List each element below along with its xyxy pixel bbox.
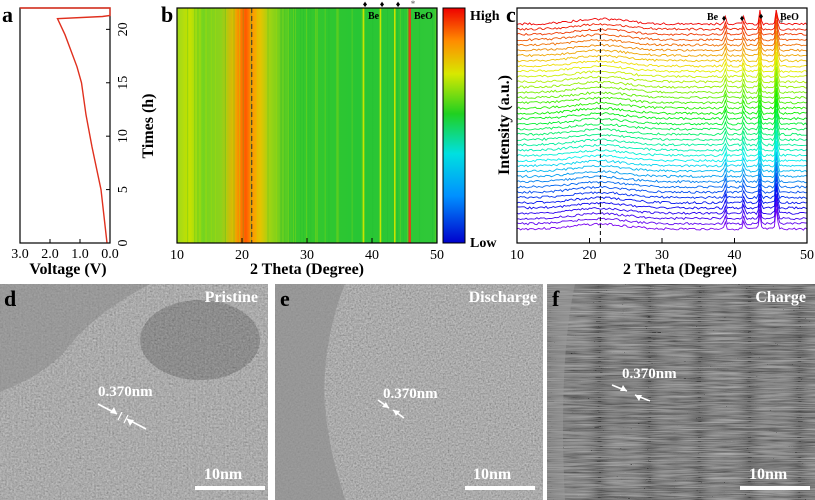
panel-d-title: Pristine xyxy=(205,289,258,306)
c-be-marker-1: ♦ xyxy=(722,13,727,23)
panel-c-label: c xyxy=(506,2,516,27)
panel-a-frame xyxy=(20,8,110,243)
b-xtick-label: 50 xyxy=(430,248,444,263)
panel-b: b 10 20 30 40 50 2 Theta (Degree) ♦ ♦ ♦ * Be… xyxy=(161,0,444,278)
panel-d: d Pristine 0.370nm 10nm xyxy=(0,284,268,500)
tem-dark-particle-d xyxy=(140,300,260,380)
panel-c-be-label: Be xyxy=(707,12,719,23)
panel-b-beo-label: BeO xyxy=(414,11,433,22)
panel-f-label: f xyxy=(552,286,560,311)
a-ytick-label: 10 xyxy=(116,129,131,143)
colorbar: High Low xyxy=(443,8,500,251)
a-ytick-label: 5 xyxy=(116,186,131,193)
b-xtick-label: 40 xyxy=(365,248,379,263)
b-xtick-label: 10 xyxy=(170,248,184,263)
a-xtick-label: 2.0 xyxy=(41,247,59,262)
panel-a-label: a xyxy=(2,2,13,27)
panel-a: a 3.0 2.0 1.0 0.0 0 5 10 15 20 Voltage (V) Time… xyxy=(2,2,157,278)
be-marker-2: ♦ xyxy=(380,0,385,9)
heatmap-streaks xyxy=(177,8,435,243)
b-xtick-label: 20 xyxy=(235,248,249,263)
a-xtick-label: 1.0 xyxy=(71,247,89,262)
c-xtick-label: 20 xyxy=(583,248,597,263)
panel-e-spacing: 0.370nm xyxy=(383,386,438,402)
panel-e-scale-bar xyxy=(465,486,535,490)
c-be-marker-3: ♦ xyxy=(759,11,764,21)
panel-f-spacing: 0.370nm xyxy=(622,366,677,382)
panel-f: f Charge 0.370nm 10nm xyxy=(547,284,815,500)
panel-b-label: b xyxy=(161,2,173,27)
panel-e-label: e xyxy=(280,286,290,311)
panel-e-scale-label: 10nm xyxy=(473,466,512,483)
a-ytick-label: 20 xyxy=(116,22,131,36)
panel-c: c 10 20 30 40 50 2 Theta (Degree) Intensity … xyxy=(496,2,814,278)
panel-e: e Discharge 0.370nm 10nm xyxy=(275,284,543,500)
colorbar-scale xyxy=(443,8,465,243)
panel-f-scale-label: 10nm xyxy=(749,466,788,483)
panel-e-title: Discharge xyxy=(469,289,537,306)
be-marker-3: ♦ xyxy=(396,0,401,9)
colorbar-low: Low xyxy=(470,236,497,251)
panel-a-xlabel: Voltage (V) xyxy=(29,261,106,278)
c-be-marker-2: ♦ xyxy=(740,13,745,23)
panel-d-scale-label: 10nm xyxy=(204,466,243,483)
panel-d-label: d xyxy=(4,286,16,311)
panel-b-be-label: Be xyxy=(368,11,380,22)
c-xtick-label: 10 xyxy=(510,248,524,263)
panel-f-title: Charge xyxy=(755,289,806,306)
panel-b-xlabel: 2 Theta (Degree) xyxy=(250,261,364,278)
panel-a-ylabel: Times (h) xyxy=(140,93,157,158)
c-xtick-label: 50 xyxy=(800,248,814,263)
colorbar-high: High xyxy=(470,9,500,24)
panel-d-scale-bar xyxy=(195,486,265,490)
a-ytick-label: 15 xyxy=(116,76,131,90)
be-marker-1: ♦ xyxy=(363,0,368,9)
beo-marker: * xyxy=(411,0,416,9)
xrd-heatmap xyxy=(177,8,437,243)
a-xtick-label: 0.0 xyxy=(101,247,119,262)
panel-f-scale-bar xyxy=(740,486,810,490)
panel-c-xlabel: 2 Theta (Degree) xyxy=(623,261,737,278)
panel-c-ylabel: Intensity (a.u.) xyxy=(496,75,513,175)
c-beo-marker: * xyxy=(779,18,784,28)
figure: a 3.0 2.0 1.0 0.0 0 5 10 15 20 Voltage (V) Time… xyxy=(0,0,815,500)
a-xtick-label: 3.0 xyxy=(11,247,29,262)
a-ytick-label: 0 xyxy=(116,240,131,247)
panel-d-spacing: 0.370nm xyxy=(98,384,153,400)
discharge-charge-curve xyxy=(20,8,110,243)
